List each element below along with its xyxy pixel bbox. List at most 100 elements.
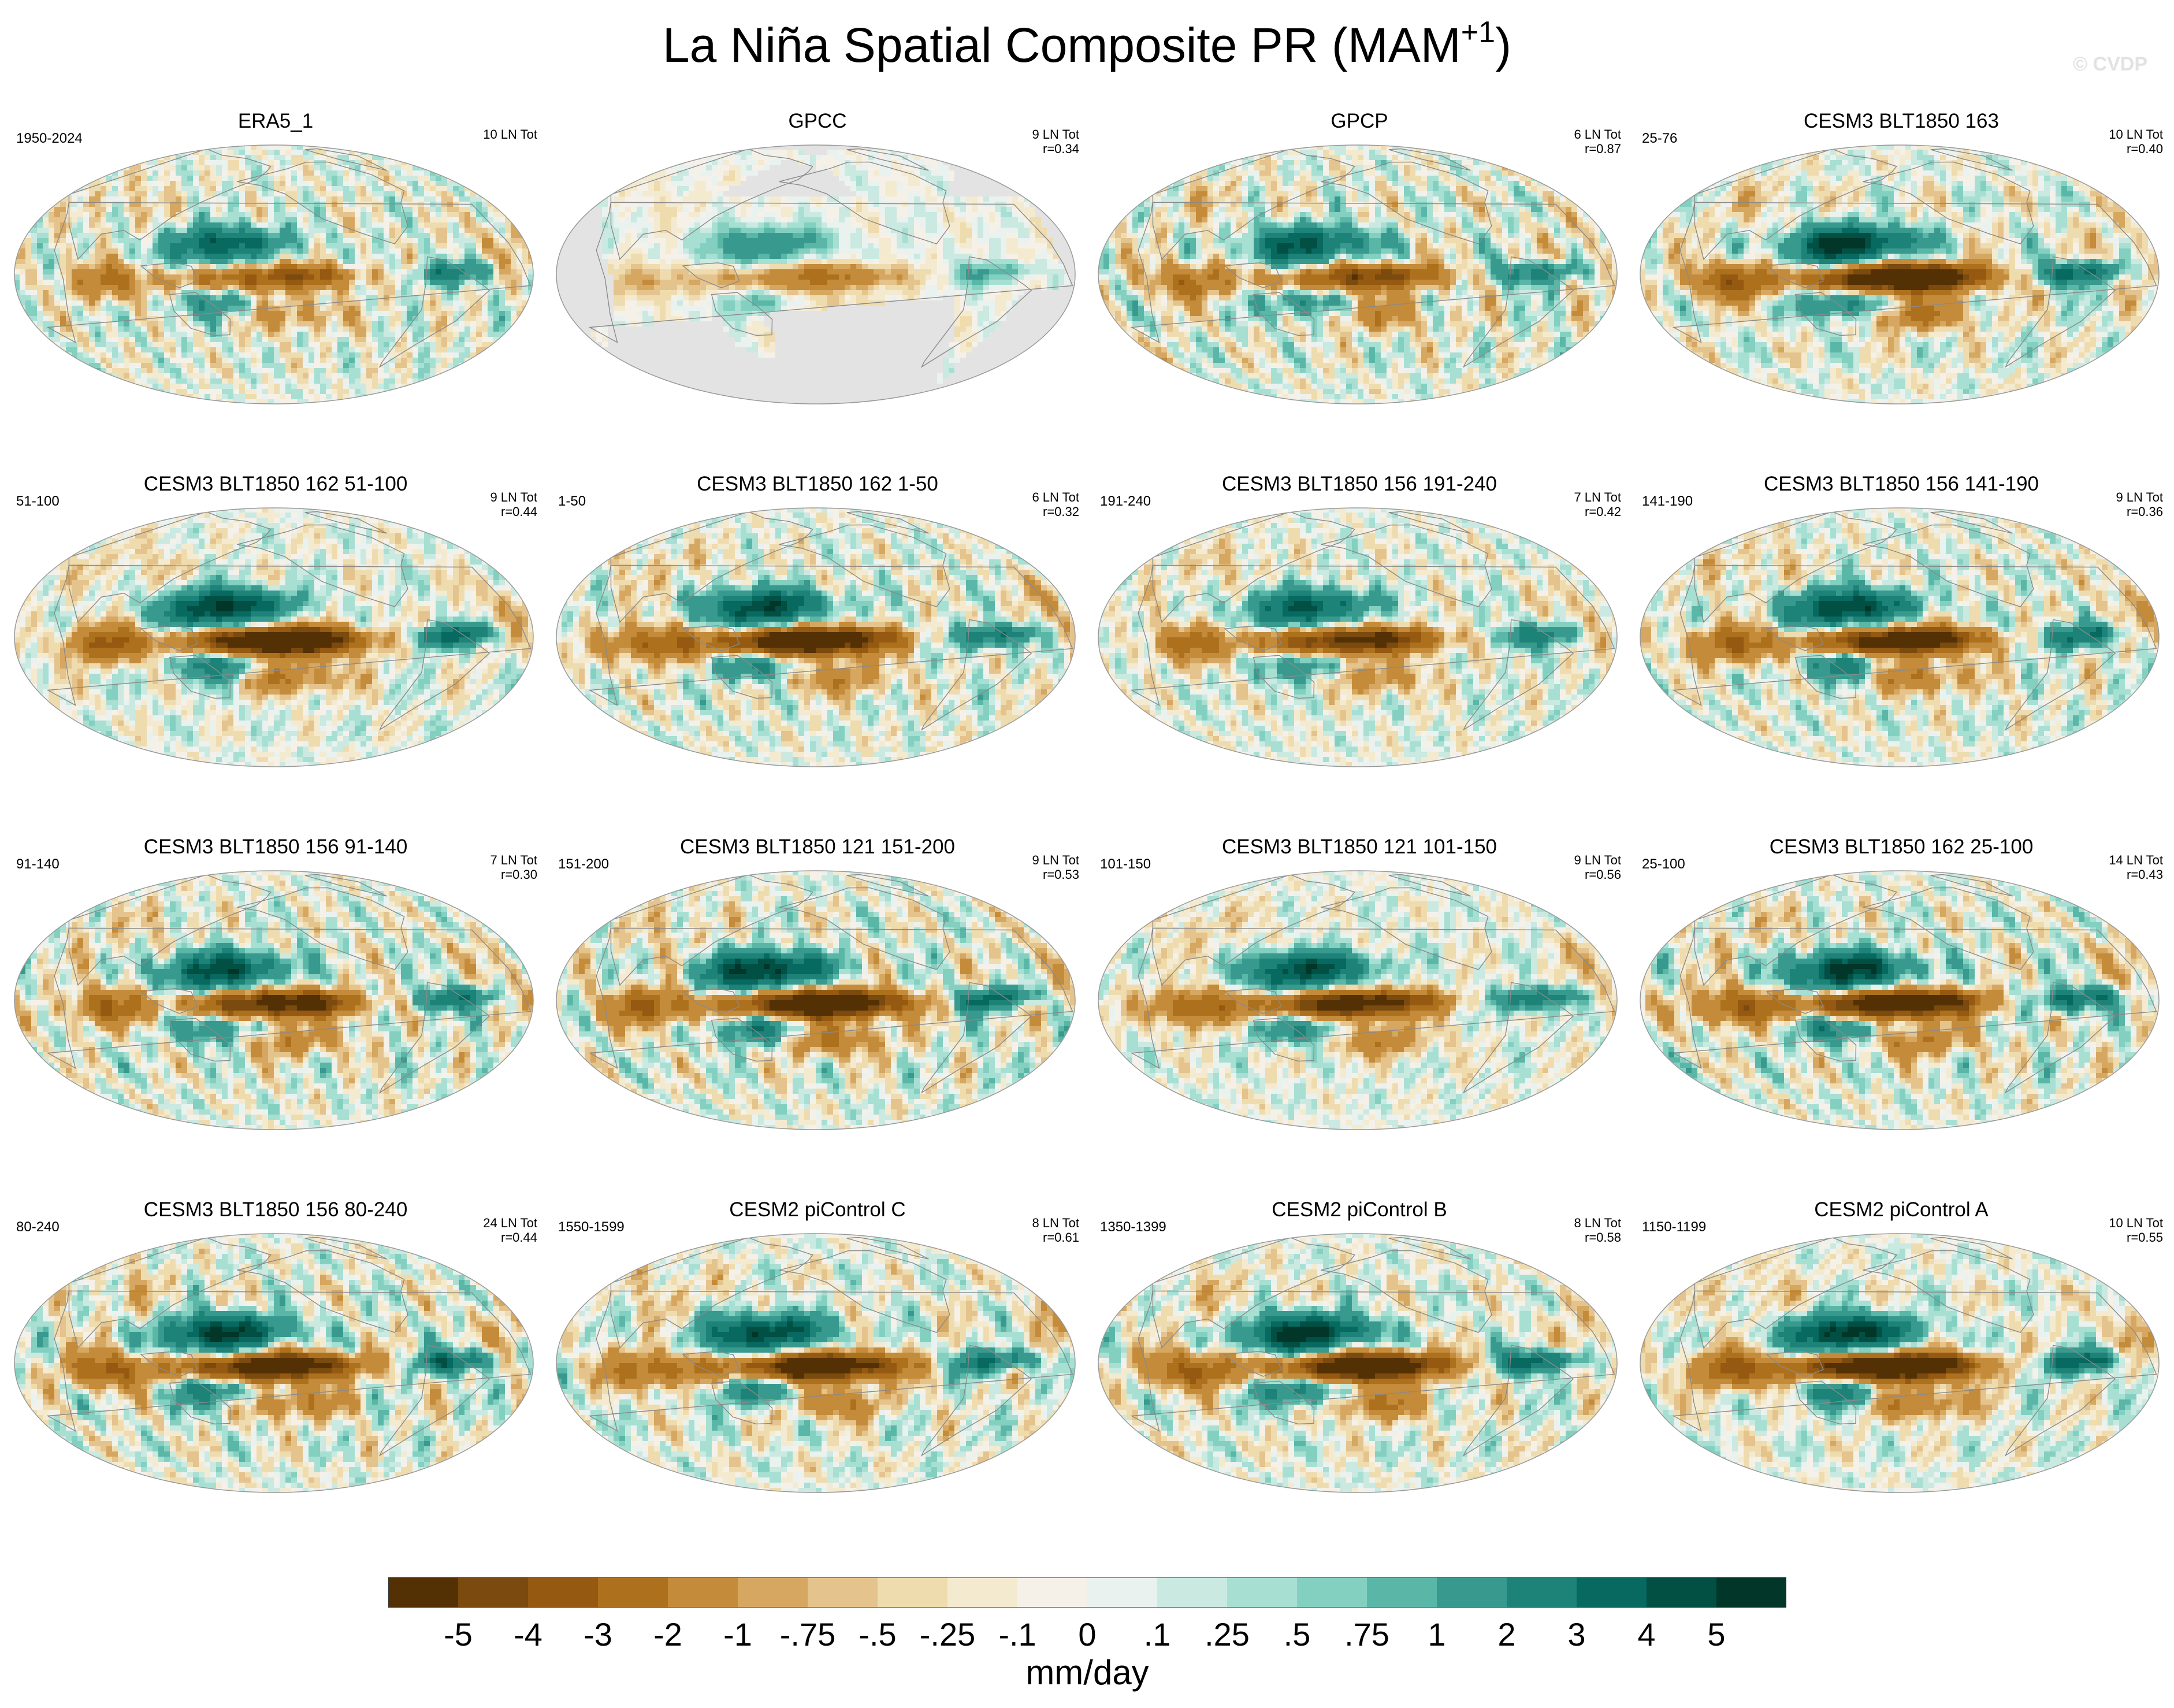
coastline — [1794, 1380, 1857, 1425]
panel-event-count: 10 LN Tot — [483, 127, 537, 142]
colorbar-tick-label: -3 — [584, 1616, 612, 1654]
watermark: © CVDP — [2073, 53, 2147, 76]
colorbar-tick-label: -2 — [653, 1616, 682, 1654]
colorbar-swatch — [1647, 1577, 1717, 1607]
map-field — [1098, 507, 1618, 767]
coastline — [779, 887, 950, 970]
coastline — [169, 655, 231, 699]
panel-title: GPCP — [1091, 110, 1628, 133]
coastline — [68, 874, 272, 986]
colorbar-swatch — [1437, 1577, 1507, 1607]
panel-event-count: 6 LN Tot — [1032, 490, 1079, 504]
coastline — [1694, 1237, 1897, 1349]
coastline — [1152, 148, 1355, 261]
panel-pattern-correlation: r=0.55 — [2109, 1230, 2163, 1245]
coastline — [1930, 511, 2013, 534]
coastline — [68, 1237, 272, 1349]
colorbar-swatch — [1716, 1577, 1786, 1607]
coastline — [1672, 927, 2157, 1069]
colorbar-tick-label: -.5 — [859, 1616, 896, 1654]
coastline — [304, 874, 387, 897]
panel-event-count: 9 LN Tot — [1032, 853, 1079, 867]
panel-title: CESM3 BLT1850 156 80-240 — [7, 1198, 544, 1221]
coastline — [1672, 202, 2157, 343]
panel-period: 191-240 — [1100, 493, 1151, 510]
panel-pattern-correlation: r=0.43 — [2109, 867, 2163, 882]
colorbar-tick-label: -4 — [514, 1616, 542, 1654]
coastline — [1130, 927, 1615, 1069]
coastline — [140, 262, 198, 288]
panel-pattern-correlation: r=0.44 — [483, 1230, 537, 1245]
coastline — [68, 511, 272, 623]
colorbar-tick-label: 5 — [1707, 1616, 1725, 1654]
colorbar-unit-label: mm/day — [388, 1653, 1786, 1693]
coastline — [169, 1380, 231, 1425]
panel-title: GPCC — [549, 110, 1086, 133]
coastline — [846, 1237, 929, 1260]
panel-event-count: 9 LN Tot — [1574, 853, 1621, 867]
panel-event-count: 10 LN Tot — [2109, 127, 2163, 142]
panel-pattern-correlation: r=0.87 — [1574, 142, 1621, 156]
coastline — [1253, 292, 1315, 336]
panel-title: CESM3 BLT1850 121 101-150 — [1091, 836, 1628, 859]
coastline — [1766, 262, 1824, 288]
coastline — [779, 1250, 950, 1333]
map-panel: ERA5_1 1950-2024 10 LN Tot — [7, 110, 544, 471]
coastline — [711, 1018, 773, 1062]
panel-title: ERA5_1 — [7, 110, 544, 133]
colorbar-swatch — [668, 1577, 738, 1607]
map-field — [1098, 144, 1618, 404]
colorbar-tick-label: 2 — [1497, 1616, 1515, 1654]
panel-period: 151-200 — [558, 856, 609, 872]
colorbar-tick-label: 4 — [1637, 1616, 1655, 1654]
colorbar-tick-label: 3 — [1567, 1616, 1585, 1654]
coastline — [682, 625, 740, 651]
map-border — [14, 1233, 534, 1493]
colorbar-swatch — [1017, 1577, 1088, 1607]
panel-period: 101-150 — [1100, 856, 1151, 872]
coastline — [169, 292, 231, 336]
colorbar-swatch — [1227, 1577, 1298, 1607]
panel-event-count: 9 LN Tot — [490, 490, 537, 504]
coastline — [1130, 565, 1615, 706]
panel-stats: 24 LN Tot r=0.44 — [483, 1216, 537, 1245]
map-panel: CESM3 BLT1850 156 141-190 141-190 9 LN Tot… — [1633, 473, 2170, 834]
panel-pattern-correlation: r=0.56 — [1574, 867, 1621, 882]
chart-title: La Niña Spatial Composite PR (MAM+1) — [0, 16, 2174, 74]
map-border — [1640, 870, 2160, 1130]
coastline — [846, 511, 929, 534]
map-border — [14, 144, 534, 404]
colorbar-tick-label: 0 — [1078, 1616, 1096, 1654]
coastline — [711, 1380, 773, 1425]
colorbar-tick-labels: -5 -4 -3 -2 -1 -.75 -.5 -.25 -.1 0 .1 .25 .5 .75 1 2 3 4 5 — [388, 1616, 1786, 1656]
coastline — [920, 619, 1032, 731]
map-border — [14, 870, 534, 1130]
panel-pattern-correlation: r=0.58 — [1574, 1230, 1621, 1245]
coastline — [1152, 874, 1355, 986]
map-panel: CESM3 BLT1850 156 91-140 91-140 7 LN Tot r=… — [7, 836, 544, 1197]
coastline — [1863, 524, 2034, 607]
coastline — [1863, 1250, 2034, 1333]
coastline — [1930, 874, 2013, 897]
map-panel: CESM3 BLT1850 163 25-76 10 LN Tot r=0.40 — [1633, 110, 2170, 471]
panel-stats: 14 LN Tot r=0.43 — [2109, 853, 2163, 882]
panel-title: CESM3 BLT1850 163 — [1633, 110, 2170, 133]
coastline — [610, 511, 813, 623]
coastline — [610, 148, 813, 261]
coastline — [682, 1351, 740, 1377]
colorbar-tick-label: -5 — [444, 1616, 473, 1654]
coastline — [1930, 148, 2013, 171]
colorbar-swatch — [1087, 1577, 1158, 1607]
panel-period: 80-240 — [16, 1219, 60, 1235]
colorbar-swatch — [458, 1577, 529, 1607]
map-border — [556, 144, 1076, 404]
coastline — [1794, 292, 1857, 336]
panel-title: CESM3 BLT1850 156 91-140 — [7, 836, 544, 859]
panel-stats: 8 LN Tot r=0.61 — [1032, 1216, 1079, 1245]
coastline — [1766, 988, 1824, 1014]
panel-period: 1550-1599 — [558, 1219, 625, 1235]
panel-period: 1150-1199 — [1642, 1219, 1706, 1235]
panel-period: 1350-1399 — [1100, 1219, 1166, 1235]
panel-title: CESM3 BLT1850 162 25-100 — [1633, 836, 2170, 859]
map-panel: CESM3 BLT1850 162 51-100 51-100 9 LN Tot r=… — [7, 473, 544, 834]
